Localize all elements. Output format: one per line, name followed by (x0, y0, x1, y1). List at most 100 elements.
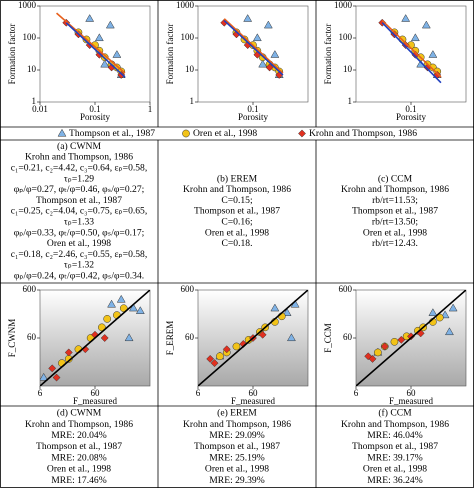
caption-line: rb/rt=13.50; (372, 217, 418, 228)
x-tick-label: 6 (196, 388, 201, 398)
caption-line: MRE: 17.46% (51, 475, 106, 486)
caption-line: φₚ/φ=0.24, φₜ/φ=0.42, φₛ/φ=0.34. (14, 271, 144, 282)
caption-line: Thompson et al., 1987 (352, 441, 438, 452)
point (206, 354, 215, 363)
point (210, 359, 219, 368)
point (421, 20, 431, 29)
caption-line: τₚ=1.29 (64, 173, 94, 184)
caption-line: φₚ/φ=0.33, φₜ/φ=0.50, φₛ/φ=0.17; (14, 227, 145, 238)
y-tick-label: 1000 (176, 0, 195, 10)
model-line (356, 290, 466, 386)
point (48, 364, 57, 373)
caption-line: Thompson et al., 1987 (194, 441, 280, 452)
point (282, 308, 292, 316)
y-tick-label: 1000 (334, 0, 353, 10)
point (232, 342, 241, 351)
point (116, 294, 126, 303)
x-axis-label: F_measured (231, 396, 275, 406)
y-tick-label: 60 (185, 332, 195, 342)
point (112, 50, 122, 58)
x-tick-label: 0.1 (89, 104, 100, 114)
y-tick-label: 1 (32, 96, 37, 106)
caption-line: (d) CWNM (57, 408, 102, 419)
point (368, 354, 377, 363)
y-tick-label: 1 (348, 96, 353, 106)
point (270, 303, 280, 312)
x-axis-label: F_measured (389, 396, 433, 406)
legend-label: Oren et al., 1998 (193, 128, 257, 139)
x-tick-label: 6 (354, 388, 359, 398)
model-line (223, 18, 284, 74)
point (428, 50, 438, 58)
point (103, 315, 112, 323)
point (107, 299, 116, 308)
caption-line: Oren et al., 1998 (47, 464, 111, 475)
x-axis-label: Porosity (238, 112, 269, 122)
point (129, 303, 138, 312)
caption-line: Krohn and Thompson, 1986 (341, 184, 449, 195)
caption-line: C=0.15; (221, 195, 252, 206)
x-tick-label: 0.1 (405, 104, 416, 114)
point (94, 33, 104, 42)
x-axis-label: F_measured (73, 396, 117, 406)
point (265, 63, 274, 72)
caption-line: Oren et al., 1998 (363, 227, 427, 238)
caption-line: τₚ=1.33 (64, 217, 94, 228)
point (135, 306, 145, 314)
point (287, 333, 296, 342)
point (105, 20, 115, 29)
caption-line: MRE: 39.17% (367, 452, 422, 463)
point (380, 342, 389, 351)
caption-line: φₚ/φ=0.27, φₜ/φ=0.46, φₛ/φ=0.27; (14, 184, 145, 195)
caption-line: Oren et al., 1998 (205, 464, 269, 475)
model-line (381, 22, 442, 84)
caption-line: C=0.18. (222, 238, 253, 249)
y-tick-label: 100 (23, 32, 37, 42)
caption-line: Thompson et al., 1987 (352, 206, 438, 217)
y-tick-label: 1000 (18, 0, 37, 10)
caption-line: (c) CCM (378, 173, 413, 184)
point (428, 308, 438, 316)
caption-line: MRE: 20.08% (51, 452, 106, 463)
caption-line: Thompson et al., 1987 (36, 441, 122, 452)
legend-marker (182, 129, 190, 138)
point (100, 59, 110, 68)
point (448, 303, 458, 312)
model-line (40, 290, 150, 386)
plot-marks (378, 14, 442, 84)
model-line (223, 20, 284, 76)
caption-line: Oren et al., 1998 (363, 464, 427, 475)
caption-line: Krohn and Thompson, 1986 (183, 184, 291, 195)
x-axis-label: Porosity (80, 112, 111, 122)
caption-line: rb/rt=11.53; (372, 195, 418, 206)
point (263, 20, 273, 29)
y-tick-label: 100 (339, 32, 353, 42)
caption-line: (b) EREM (217, 173, 258, 184)
point (252, 33, 262, 42)
caption-line: MRE: 20.04% (51, 430, 106, 441)
point (445, 327, 454, 336)
caption-line: MRE: 29.39% (209, 475, 264, 486)
legend-marker (298, 129, 306, 138)
caption-line: Krohn and Thompson, 1986 (341, 419, 449, 430)
x-tick-label: 0.1 (247, 104, 258, 114)
y-axis-label: F_EREM (165, 321, 175, 356)
plot-marks (40, 290, 150, 386)
caption-line: (a) CWNM (57, 141, 101, 152)
caption-line: MRE: 46.04% (367, 430, 422, 441)
point (390, 337, 399, 346)
y-axis-label: Formation factor (7, 24, 17, 85)
plot-area (197, 5, 309, 103)
caption-line: Oren et al., 1998 (205, 227, 269, 238)
y-tick-label: 1 (190, 96, 195, 106)
caption-line: MRE: 36.24% (367, 475, 422, 486)
caption-line: τₚ=1.32 (64, 260, 94, 271)
y-tick-label: 10 (343, 64, 353, 74)
caption-line: Thompson et al., 1987 (194, 206, 280, 217)
caption-line: Thompson et al., 1987 (36, 195, 122, 206)
caption-line: MRE: 29.09% (209, 430, 264, 441)
caption-line: Krohn and Thompson, 1986 (25, 152, 133, 163)
x-tick-label: 6 (38, 388, 43, 398)
caption-line: Krohn and Thompson, 1986 (183, 419, 291, 430)
